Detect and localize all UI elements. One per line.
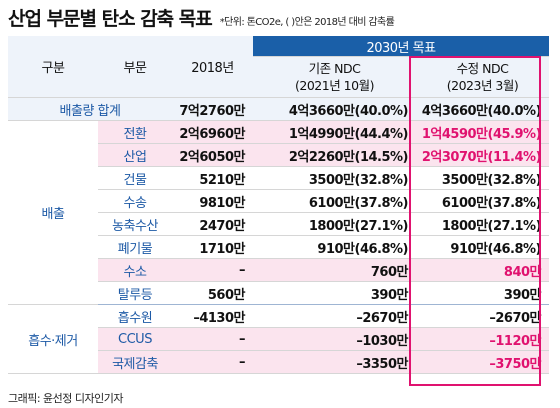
value-revised: –3750만 [416, 350, 550, 374]
value-existing: 1억4990만(44.4%) [253, 120, 416, 144]
sector-cell: 국제감축 [98, 350, 172, 374]
value-existing: –2670만 [253, 304, 416, 328]
sector-cell: 산업 [98, 143, 172, 167]
revised-ndc-date: (2023년 3월) [446, 78, 519, 93]
value-revised: –2670만 [416, 304, 550, 328]
value-2018: –4130만 [172, 304, 253, 328]
sector-cell: 흡수원 [98, 304, 172, 328]
table-row: 흡수·제거 흡수원 –4130만 –2670만 –2670만 [8, 304, 550, 374]
value-revised: 6100만(37.8%) [416, 189, 550, 213]
value-revised: 390만 [416, 281, 550, 305]
value-revised: –1120만 [416, 327, 550, 351]
value-existing: 2억2260만(14.5%) [253, 143, 416, 167]
header-sector: 부문 [98, 36, 172, 98]
table-row: 농축수산 2470만 1800만(27.1%) 1800만(27.1%) [8, 212, 550, 236]
value-2018: 1710만 [172, 235, 253, 259]
value-revised: 2억3070만(11.4%) [416, 143, 550, 167]
existing-ndc-label: 기존 NDC [308, 61, 361, 76]
sector-cell: 건물 [98, 166, 172, 190]
table-row: 산업 2억6050만 2억2260만(14.5%) 2억3070만(11.4%) [8, 143, 550, 167]
value-existing: 910만(46.8%) [253, 235, 416, 259]
value-2018: 7억2760만 [172, 97, 253, 121]
table-row: 건물 5210만 3500만(32.8%) 3500만(32.8%) [8, 166, 550, 190]
table-row: 수소 – 760만 840만 [8, 258, 550, 282]
value-2018: 9810만 [172, 189, 253, 213]
value-existing: 390만 [253, 281, 416, 305]
table-row: 수송 9810만 6100만(37.8%) 6100만(37.8%) [8, 189, 550, 213]
revised-ndc-label: 수정 NDC [456, 61, 509, 76]
group-absorption: 흡수·제거 [8, 304, 98, 374]
table-row: 배출 전환 2억6960만 1억4990만(44.4%) 1억4590만(45.… [8, 120, 550, 305]
value-2018: 5210만 [172, 166, 253, 190]
value-revised: 1800만(27.1%) [416, 212, 550, 236]
sector-cell: 수소 [98, 258, 172, 282]
sector-cell: CCUS [98, 327, 172, 351]
reduction-table: 구분 부문 2018년 2030년 목표 기존 NDC (2021년 10월) … [8, 36, 550, 374]
chart-title: 산업 부문별 탄소 감축 목표 [8, 8, 213, 30]
value-existing: 1800만(27.1%) [253, 212, 416, 236]
sector-cell: 수송 [98, 189, 172, 213]
value-existing: –1030만 [253, 327, 416, 351]
header-revised-ndc: 수정 NDC (2023년 3월) [416, 56, 550, 98]
value-existing: 3500만(32.8%) [253, 166, 416, 190]
unit-note: *단위: 톤CO2e, ( )안은 2018년 대비 감축률 [219, 17, 395, 28]
header-existing-ndc: 기존 NDC (2021년 10월) [253, 56, 416, 98]
existing-ndc-date: (2021년 10월) [295, 78, 374, 93]
value-2018: 2470만 [172, 212, 253, 236]
value-2018: – [172, 327, 253, 351]
sector-cell: 탈루등 [98, 281, 172, 305]
value-2018: 560만 [172, 281, 253, 305]
value-revised: 4억3660만(40.0%) [416, 97, 550, 121]
title-row: 산업 부문별 탄소 감축 목표 *단위: 톤CO2e, ( )안은 2018년 … [8, 4, 395, 34]
value-2018: 2억6960만 [172, 120, 253, 144]
table-row: 배출량 합계 7억2760만 4억3660만(40.0%) 4억3660만(40… [8, 97, 550, 121]
sector-cell: 배출량 합계 [8, 97, 172, 121]
value-revised: 3500만(32.8%) [416, 166, 550, 190]
value-revised: 910만(46.8%) [416, 235, 550, 259]
table-row: CCUS – –1030만 –1120만 [8, 327, 550, 351]
value-2018: – [172, 258, 253, 282]
value-2018: – [172, 350, 253, 374]
value-existing: 760만 [253, 258, 416, 282]
header-group: 구분 [8, 36, 98, 98]
group-emission: 배출 [8, 120, 98, 305]
table-row: 폐기물 1710만 910만(46.8%) 910만(46.8%) [8, 235, 550, 259]
value-existing: 4억3660만(40.0%) [253, 97, 416, 121]
value-existing: –3350만 [253, 350, 416, 374]
graphic-credit: 그래픽: 윤선정 디자인기자 [8, 392, 124, 405]
sector-cell: 농축수산 [98, 212, 172, 236]
sector-cell: 전환 [98, 120, 172, 144]
value-existing: 6100만(37.8%) [253, 189, 416, 213]
value-revised: 1억4590만(45.9%) [416, 120, 550, 144]
table-row: 탈루등 560만 390만 390만 [8, 281, 550, 305]
header-2030-target: 2030년 목표 [253, 36, 550, 57]
header-2018: 2018년 [172, 36, 253, 98]
table-row: 국제감축 – –3350만 –3750만 [8, 350, 550, 374]
value-revised: 840만 [416, 258, 550, 282]
value-2018: 2억6050만 [172, 143, 253, 167]
sector-cell: 폐기물 [98, 235, 172, 259]
